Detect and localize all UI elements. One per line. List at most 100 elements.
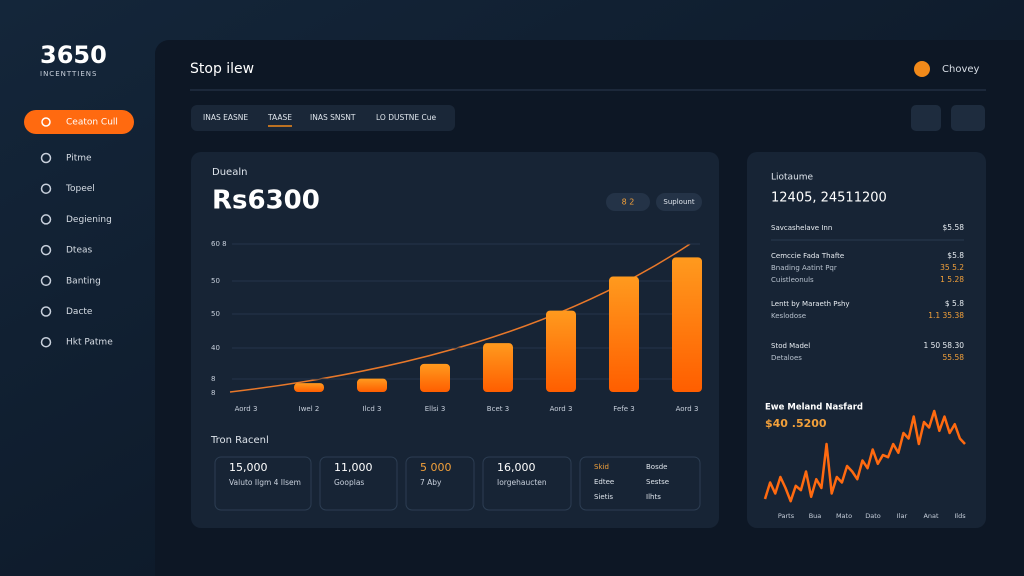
- x-label: Ilcd 3: [363, 405, 382, 413]
- nav-icon: [40, 336, 52, 348]
- nav-item[interactable]: Topeel: [65, 184, 95, 194]
- y-label: 50: [211, 277, 220, 285]
- nav-item[interactable]: Pitme: [66, 154, 92, 164]
- primary-button-label: Ceaton Cull: [66, 118, 118, 128]
- row-label: Detaloes: [771, 354, 802, 362]
- table-cell: Edtee: [594, 478, 614, 486]
- table-cell: Sestse: [646, 478, 669, 486]
- table-cell: Ilhts: [646, 493, 661, 501]
- bar: [420, 363, 450, 392]
- row-label: Lentt by Maraeth Pshy: [771, 300, 850, 308]
- row-value: 1 5.28: [940, 275, 964, 284]
- x-label: Aord 3: [676, 405, 699, 413]
- x-label: Iwel 2: [299, 405, 320, 413]
- trend-value: $40 .5200: [765, 417, 827, 430]
- stat-value: 16,000: [497, 461, 536, 474]
- bar: [609, 276, 639, 392]
- stat-label: Valuto Ilgm 4 Ilsem: [229, 478, 301, 487]
- stat-label: Iorgehaucten: [497, 478, 547, 487]
- stat-value: 15,000: [229, 461, 268, 474]
- tab-bar: [191, 105, 455, 131]
- card-value: 12405, 24511200: [771, 191, 887, 206]
- nav-item[interactable]: Hkt Patme: [66, 338, 113, 348]
- stat-value: 11,000: [334, 461, 373, 474]
- toggle-label: 8 2: [622, 198, 635, 207]
- user-avatar: [914, 61, 930, 77]
- primary-button[interactable]: [24, 110, 134, 134]
- toggle[interactable]: [606, 193, 650, 211]
- table-cell: Skid: [594, 463, 609, 471]
- stat-card: [482, 456, 572, 511]
- x-label: Aord 3: [550, 405, 573, 413]
- row-label: Savcashelave Inn: [771, 224, 832, 232]
- y-label: 40: [211, 344, 220, 352]
- table-cell: Bosde: [646, 463, 667, 471]
- nav-item[interactable]: Dteas: [66, 246, 93, 256]
- stat-card: [319, 456, 398, 511]
- dropdown[interactable]: [656, 193, 702, 211]
- row-value: 55.58: [943, 353, 965, 362]
- row-value: $ 5.8: [945, 299, 964, 308]
- tab[interactable]: INAS EASNE: [203, 113, 248, 122]
- nav-icon: [40, 214, 52, 225]
- trend-x-label: Anat: [923, 512, 939, 520]
- nav-icon: [40, 183, 52, 194]
- tab[interactable]: LO DUSTNE Cue: [376, 113, 437, 122]
- row-value: 1 50 58.30: [923, 341, 964, 350]
- logo: 3650: [40, 41, 107, 69]
- y-label: 50: [211, 310, 220, 318]
- bar: [483, 343, 513, 392]
- stat-card: [214, 456, 312, 511]
- logo-tagline: INCENTTIENS: [40, 70, 97, 78]
- bar: [672, 257, 702, 392]
- trend-line: [763, 409, 966, 503]
- page-title: Stop ilew: [190, 61, 254, 77]
- row-value: $5.8: [947, 251, 964, 260]
- x-label: Fefe 3: [613, 405, 634, 413]
- trend-title: Ewe Meland Nasfard: [765, 403, 863, 413]
- nav-icon: [40, 306, 52, 317]
- y-label: 8: [211, 389, 215, 397]
- trend-x-label: Dato: [865, 512, 881, 520]
- row-label: Stod Madel: [771, 342, 810, 350]
- nav-item[interactable]: Degiening: [66, 215, 112, 225]
- row-label: Cemccie Fada Thafte: [771, 252, 844, 260]
- trend-x-label: Parts: [778, 512, 795, 520]
- y-label: 60 8: [211, 240, 227, 248]
- row-value: 1.1 35.38: [928, 311, 964, 320]
- nav-icon: [40, 244, 52, 256]
- main-card: [191, 152, 719, 528]
- x-label: Aord 3: [235, 405, 258, 413]
- settings-button[interactable]: [951, 105, 985, 131]
- stat-card: [405, 456, 475, 511]
- x-label: Ellsi 3: [425, 405, 446, 413]
- tab[interactable]: INAS SNSNT: [310, 113, 356, 122]
- trend-x-label: Ilds: [954, 512, 966, 520]
- row-label: Cuistleonuls: [771, 276, 814, 284]
- card-label: Duealn: [212, 167, 247, 178]
- nav-item[interactable]: Dacte: [66, 307, 93, 317]
- table-cell: Sietis: [594, 493, 613, 501]
- nav-item[interactable]: Banting: [66, 276, 101, 286]
- nav-icon: [40, 152, 52, 164]
- bar: [357, 378, 387, 392]
- trend-x-label: Bua: [809, 512, 822, 520]
- card-value: Rs6300: [212, 186, 320, 216]
- section-title: Tron Racenl: [210, 435, 269, 446]
- bar: [294, 383, 324, 392]
- side-card: [747, 152, 986, 528]
- row-value: 35 5.2: [940, 263, 964, 272]
- dropdown-label: Suplount: [663, 198, 694, 206]
- search-button[interactable]: [911, 105, 941, 131]
- stat-label: Gooplas: [334, 478, 364, 487]
- tab[interactable]: TAASE: [267, 113, 292, 122]
- button-icon: [41, 117, 51, 127]
- row-label: Bnading Aatint Pqr: [771, 264, 837, 272]
- row-label: Keslodose: [771, 312, 806, 320]
- stat-card: [579, 456, 701, 511]
- trend-x-label: Ilar: [897, 512, 908, 520]
- user-name: Chovey: [942, 64, 980, 75]
- nav-icon: [40, 275, 52, 287]
- y-label: 8: [211, 375, 215, 383]
